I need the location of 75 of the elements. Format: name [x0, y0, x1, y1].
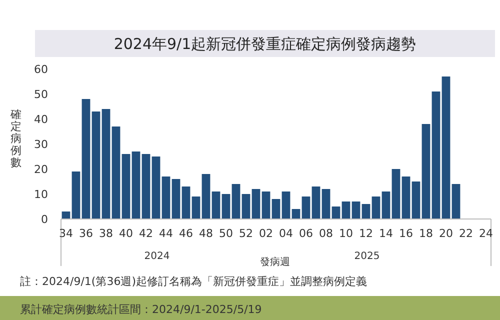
bar — [122, 154, 130, 219]
bar — [162, 176, 170, 219]
bar — [72, 172, 80, 219]
bar — [362, 204, 370, 219]
bar — [232, 184, 240, 219]
x-tick-label: 02 — [259, 227, 273, 240]
x-tick-label: 20 — [439, 227, 453, 240]
x-tick-label: 18 — [419, 227, 433, 240]
x-tick-label: 04 — [279, 227, 293, 240]
bar — [132, 152, 140, 219]
x-tick-label: 44 — [159, 227, 173, 240]
bar — [272, 199, 280, 219]
bar — [192, 196, 200, 219]
y-axis-title: 確定病例數 — [10, 108, 22, 169]
y-tick-label: 50 — [34, 88, 48, 101]
bar — [142, 154, 150, 219]
x-tick-label: 12 — [359, 227, 373, 240]
bar — [302, 196, 310, 219]
x-tick-label: 42 — [139, 227, 153, 240]
x-tick-label: 50 — [219, 227, 233, 240]
y-tick-label: 60 — [34, 63, 48, 76]
y-tick-label: 10 — [34, 188, 48, 201]
bar — [332, 206, 340, 219]
bar — [262, 192, 270, 219]
x-tick-label: 34 — [59, 227, 73, 240]
chart-title: 2024年9/1起新冠併發重症確定病例發病趨勢 — [114, 35, 416, 53]
y-tick-label: 30 — [34, 138, 48, 151]
bar — [392, 169, 400, 219]
x-tick-label: 10 — [339, 227, 353, 240]
x-tick-label: 06 — [299, 227, 313, 240]
bar — [422, 124, 430, 219]
x-axis-title: 發病週 — [260, 256, 290, 268]
bar — [442, 76, 450, 219]
bar — [382, 192, 390, 219]
x-tick-label: 22 — [459, 227, 473, 240]
x-tick-label: 14 — [379, 227, 393, 240]
bar — [152, 156, 160, 219]
x-tick-label: 24 — [479, 227, 493, 240]
bar — [222, 194, 230, 219]
bar — [402, 176, 410, 219]
bar — [452, 184, 460, 219]
bar — [202, 174, 210, 219]
bar — [292, 209, 300, 219]
bar — [432, 92, 440, 219]
bar — [352, 202, 360, 219]
bar — [412, 182, 420, 219]
bar — [372, 196, 380, 219]
x-tick-label: 08 — [319, 227, 333, 240]
text: 累計確定病例數統計區間：2024/9/1-2025/5/19 — [20, 303, 262, 316]
text: 2024 — [144, 251, 170, 262]
x-tick-label: 38 — [99, 227, 113, 240]
bar — [322, 189, 330, 219]
bar — [242, 194, 250, 219]
text: 2025 — [354, 251, 380, 262]
bar — [102, 109, 110, 219]
text: 註：2024/9/1(第36週)起修訂名稱為「新冠併發重症」並調整病例定義 — [20, 275, 367, 288]
x-tick-label: 52 — [239, 227, 253, 240]
x-tick-label: 48 — [199, 227, 213, 240]
x-tick-label: 46 — [179, 227, 193, 240]
bar — [172, 179, 180, 219]
bar — [342, 202, 350, 219]
y-tick-label: 20 — [34, 163, 48, 176]
bar — [212, 192, 220, 219]
bar — [252, 189, 260, 219]
bar — [312, 186, 320, 219]
bar — [112, 126, 120, 219]
bar — [82, 99, 90, 219]
y-tick-label: 0 — [41, 213, 48, 226]
bar — [92, 112, 100, 219]
bar — [282, 192, 290, 219]
x-tick-label: 36 — [79, 227, 93, 240]
y-tick-label: 40 — [34, 113, 48, 126]
bar — [182, 186, 190, 219]
x-tick-label: 40 — [119, 227, 133, 240]
x-tick-label: 16 — [399, 227, 413, 240]
